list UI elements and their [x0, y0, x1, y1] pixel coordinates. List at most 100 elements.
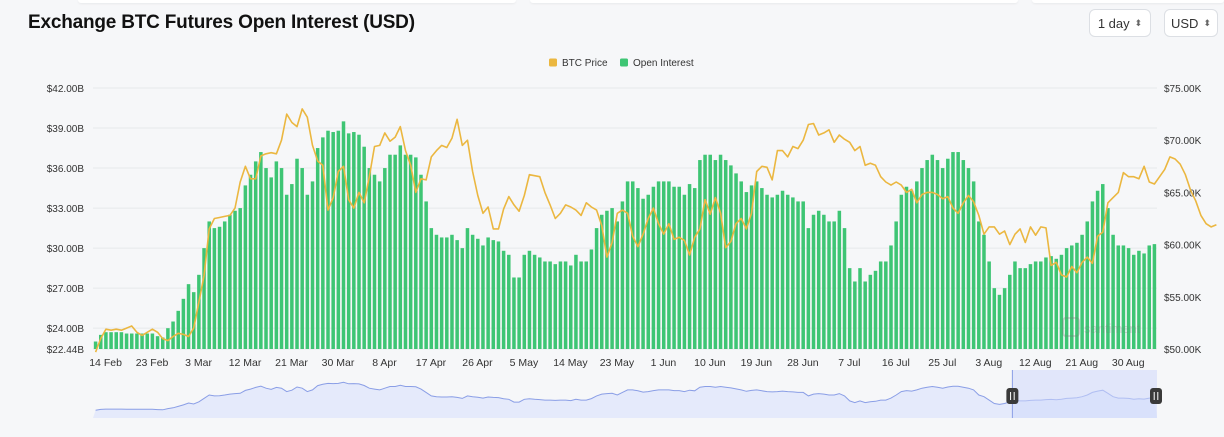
- oi-bar: [909, 190, 914, 349]
- y-axis-left-tick-label: $42.00B: [47, 84, 85, 95]
- y-axis-left-tick-label: $39.00B: [47, 124, 85, 135]
- oi-bar: [977, 221, 981, 349]
- oi-bar: [987, 261, 991, 349]
- oi-bar: [279, 168, 284, 349]
- oi-bar: [372, 174, 377, 349]
- oi-bar: [853, 281, 857, 349]
- oi-bar: [992, 288, 997, 349]
- oi-bar: [574, 254, 578, 349]
- oi-bar: [956, 152, 960, 349]
- navigator-handle-right[interactable]: [1150, 388, 1162, 404]
- oi-bar: [450, 234, 454, 349]
- oi-bar: [445, 237, 449, 349]
- navigator-line: [95, 381, 1155, 411]
- oi-bar: [1111, 234, 1115, 349]
- oi-bar: [708, 154, 712, 349]
- oi-bar: [217, 226, 222, 349]
- oi-bar: [1085, 221, 1090, 349]
- oi-bar: [434, 234, 439, 349]
- oi-bar: [847, 268, 852, 349]
- top-card-2: [530, 0, 1018, 3]
- oi-bar: [305, 194, 310, 349]
- oi-bar: [837, 210, 842, 349]
- oi-bar: [98, 334, 103, 349]
- oi-bar: [605, 210, 609, 349]
- oi-bar: [822, 214, 826, 349]
- oi-bar: [636, 188, 640, 349]
- oi-bar: [915, 181, 919, 349]
- oi-bar: [321, 137, 325, 349]
- oi-bar: [501, 250, 506, 349]
- oi-bar: [104, 332, 108, 349]
- oi-bar: [723, 160, 728, 349]
- top-card-1: [78, 0, 516, 3]
- x-axis-tick-label: 23 Feb: [136, 357, 169, 369]
- oi-bar: [109, 332, 113, 349]
- x-axis-tick-label: 25 Jul: [928, 357, 956, 369]
- oi-bar: [512, 277, 516, 349]
- chevron-up-down-icon: ⬍: [1134, 17, 1143, 28]
- oi-bar: [925, 160, 929, 349]
- oi-bar: [290, 184, 294, 349]
- y-axis-right-tick-label: $65.00K: [1164, 188, 1202, 199]
- x-axis-tick-label: 23 May: [600, 357, 635, 369]
- oi-bar: [253, 161, 258, 349]
- oi-bar: [687, 184, 692, 349]
- oi-bar: [496, 241, 501, 349]
- y-axis-left-tick-label: $27.00B: [47, 284, 85, 295]
- oi-bar: [579, 261, 583, 349]
- oi-bar: [124, 333, 129, 349]
- santiment-watermark: santiment: [1062, 317, 1141, 337]
- oi-bar: [207, 221, 211, 349]
- oi-bar: [827, 221, 831, 349]
- oi-bar: [1106, 208, 1110, 349]
- y-axis-right-tick-label: $55.00K: [1164, 293, 1202, 304]
- oi-bar: [930, 154, 935, 349]
- oi-bar: [780, 190, 785, 349]
- x-axis-tick-label: 3 Mar: [185, 357, 212, 369]
- handle-body[interactable]: [1006, 388, 1019, 404]
- oi-bar: [527, 250, 532, 349]
- santiment-logo-icon: [1062, 317, 1080, 337]
- legend-label-open-interest: Open Interest: [633, 58, 694, 69]
- oi-bar: [760, 188, 764, 349]
- oi-bar: [625, 181, 630, 349]
- oi-bar: [465, 228, 470, 349]
- oi-bar: [863, 281, 867, 349]
- legend-label-btc-price: BTC Price: [562, 58, 608, 69]
- oi-bar: [393, 154, 397, 349]
- x-axis-tick-label: 16 Jul: [882, 357, 910, 369]
- x-axis-tick-label: 21 Mar: [275, 357, 308, 369]
- oi-bar: [641, 198, 645, 349]
- oi-bar: [1070, 245, 1074, 349]
- handle-body[interactable]: [1150, 388, 1162, 404]
- oi-bar: [682, 194, 687, 349]
- x-axis-tick-label: 19 Jun: [741, 357, 773, 369]
- currency-select[interactable]: USD ⬍: [1164, 9, 1218, 37]
- oi-bar: [615, 221, 620, 349]
- chevron-up-down-icon: ⬍: [1203, 17, 1211, 28]
- oi-bar: [212, 228, 217, 349]
- oi-bar: [966, 168, 971, 349]
- y-axis-left-tick-label: $30.00B: [47, 244, 85, 255]
- oi-bar: [119, 332, 124, 349]
- oi-bar: [1121, 245, 1126, 349]
- oi-bar: [538, 257, 542, 349]
- oi-bar: [1044, 257, 1048, 349]
- oi-bar: [176, 310, 180, 349]
- oi-bar: [785, 194, 790, 349]
- interval-select[interactable]: 1 day ⬍: [1089, 9, 1151, 37]
- oi-bar: [661, 181, 666, 349]
- oi-bar: [140, 333, 144, 349]
- oi-bar: [868, 274, 873, 349]
- oi-bar: [197, 274, 201, 349]
- oi-bar: [331, 132, 335, 349]
- oi-bar: [971, 181, 976, 349]
- oi-bar: [734, 173, 738, 349]
- x-axis-tick-label: 5 May: [510, 357, 539, 369]
- oi-bar: [383, 168, 387, 349]
- oi-bar: [667, 181, 671, 349]
- watermark-text: santiment: [1084, 321, 1141, 336]
- navigator-handle-left[interactable]: [1006, 388, 1019, 404]
- x-axis-tick-label: 8 Apr: [372, 357, 397, 369]
